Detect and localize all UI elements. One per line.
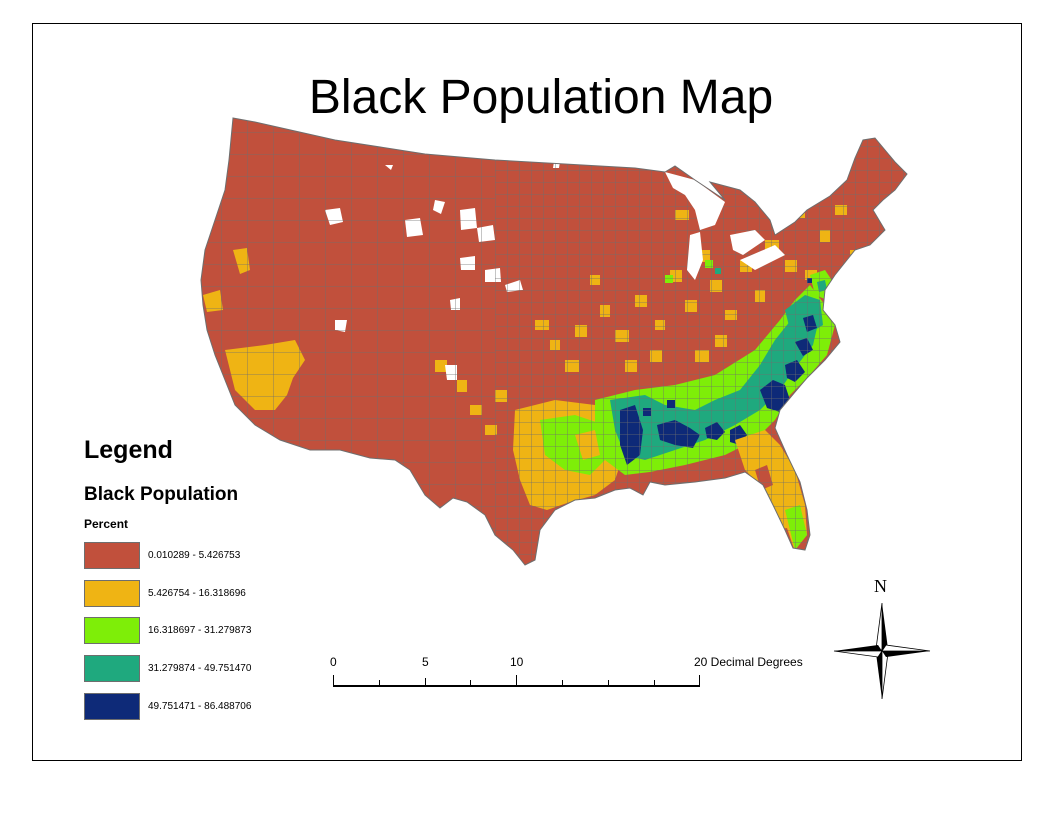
legend-class-4: 31.279874 - 49.751470 — [84, 654, 251, 682]
scale-tick — [425, 678, 426, 686]
legend-class-5: 49.751471 - 86.488706 — [84, 692, 251, 720]
legend-swatch — [84, 654, 140, 682]
scale-tick — [516, 675, 517, 686]
legend-layer-name: Black Population — [84, 484, 239, 505]
north-arrow: N — [832, 576, 932, 701]
legend-class-3: 16.318697 - 31.279873 — [84, 616, 251, 644]
legend-class-1: 0.010289 - 5.426753 — [84, 541, 240, 569]
legend-swatch — [84, 541, 140, 569]
map-title: Black Population Map — [308, 71, 774, 124]
north-label: N — [874, 576, 887, 596]
us-county-choropleth-map — [200, 117, 908, 566]
scale-label-10: 10 — [510, 655, 524, 669]
legend-field-name: Percent — [84, 517, 129, 531]
scale-tick — [562, 680, 563, 686]
legend-class-label: 0.010289 - 5.426753 — [148, 549, 241, 561]
legend-swatch — [84, 692, 140, 720]
scale-tick — [654, 680, 655, 686]
legend-class-label: 16.318697 - 31.279873 — [148, 624, 252, 636]
scale-tick — [333, 675, 334, 686]
legend-class-label: 5.426754 - 16.318696 — [148, 587, 246, 599]
north-arrow-compass-icon — [833, 602, 931, 700]
legend-swatch — [84, 616, 140, 644]
scale-label-20: 20 Decimal Degrees — [694, 655, 803, 669]
legend-class-2: 5.426754 - 16.318696 — [84, 579, 246, 607]
scale-tick — [470, 680, 471, 686]
scale-tick — [379, 680, 380, 686]
scale-bar: 0 5 10 20 Decimal Degrees — [330, 655, 810, 690]
legend-class-label: 31.279874 - 49.751470 — [148, 662, 252, 674]
scale-label-0: 0 — [330, 655, 337, 669]
map-layout-frame — [32, 23, 1022, 761]
scale-tick — [608, 680, 609, 686]
legend-title: Legend — [84, 436, 173, 464]
legend-swatch — [84, 579, 140, 607]
legend-class-label: 49.751471 - 86.488706 — [148, 700, 252, 712]
scale-label-5: 5 — [422, 655, 429, 669]
scale-tick — [699, 675, 700, 686]
